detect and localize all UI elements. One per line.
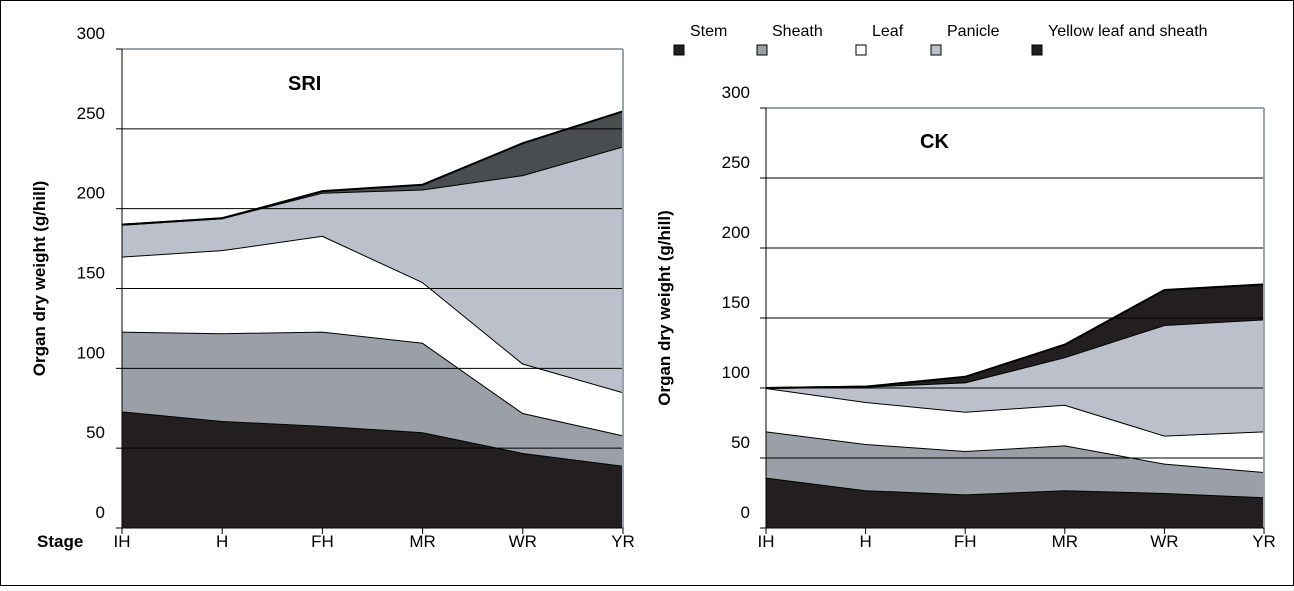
x-tick-label: FH (311, 532, 334, 551)
series-area-sheath (766, 431, 1264, 498)
series-area-panicle (122, 146, 623, 393)
series-area-panicle (766, 319, 1264, 436)
y-tick-label: 300 (77, 24, 105, 43)
y-axis-label: Organ dry weight (g/hill) (30, 181, 49, 377)
series-area-yellow-leaf-and-sheath (122, 111, 623, 225)
chart-title: SRI (288, 73, 321, 95)
chart-sri: 0 50 100 150 200 250 300 IH H FH MR WR YR Organ dry w… (30, 24, 635, 551)
y-tick-label: 200 (722, 223, 750, 242)
series-area-yellow-leaf-and-sheath (766, 284, 1264, 388)
x-tick-label: IH (114, 532, 131, 551)
series-area-sheath (122, 331, 623, 466)
legend-label-leaf: Leaf (872, 23, 904, 40)
series-area-stem (766, 477, 1264, 528)
x-tick-label: MR (1052, 532, 1078, 551)
y-tick-label: 0 (741, 503, 750, 522)
x-tick-label: FH (954, 532, 977, 551)
y-tick-label: 250 (77, 104, 105, 123)
stage-label: Stage (37, 532, 83, 551)
legend-swatch-sheath (756, 44, 768, 56)
y-tick-label: 150 (722, 293, 750, 312)
series-area-leaf (766, 388, 1264, 472)
y-tick-label: 300 (722, 83, 750, 102)
legend-swatch-yellow-leaf-and-sheath (1031, 44, 1043, 56)
y-tick-label: 250 (722, 153, 750, 172)
series-area-stem (122, 411, 623, 528)
x-tick-label: MR (409, 532, 435, 551)
chart-title: CK (920, 131, 949, 153)
series-area-leaf (122, 235, 623, 436)
y-tick-label: 200 (77, 184, 105, 203)
legend-label-yellow-leaf-and-sheath: Yellow leaf and sheath (1048, 23, 1208, 40)
y-tick-label: 50 (731, 433, 750, 452)
legend: Stem Sheath Leaf Panicle Yellow leaf and she… (673, 23, 1208, 56)
x-tick-label: H (859, 532, 871, 551)
legend-label-panicle: Panicle (947, 23, 1000, 40)
chart-ck: 0 50 100 150 200 250 300 IH H FH MR WR YR Organ dry w… (655, 83, 1276, 551)
legend-swatch-panicle (930, 44, 942, 56)
series-line-yellow-leaf-and-sheath (765, 283, 1265, 389)
legend-swatch-leaf (855, 44, 867, 56)
y-tick-label: 100 (722, 363, 750, 382)
y-tick-label: 150 (77, 264, 105, 283)
x-tick-label: WR (1150, 532, 1178, 551)
x-tick-label: YR (1252, 532, 1276, 551)
series-line-yellow-leaf-and-sheath (121, 110, 624, 226)
y-axis-label: Organ dry weight (g/hill) (655, 210, 674, 406)
x-tick-label: H (216, 532, 228, 551)
y-tick-label: 100 (77, 343, 105, 362)
y-tick-label: 0 (96, 503, 105, 522)
x-tick-label: YR (611, 532, 635, 551)
legend-label-sheath: Sheath (772, 23, 823, 40)
legend-label-stem: Stem (690, 23, 727, 40)
x-tick-label: WR (509, 532, 537, 551)
x-tick-label: IH (758, 532, 775, 551)
y-tick-label: 50 (86, 423, 105, 442)
legend-swatch-stem (673, 44, 685, 56)
